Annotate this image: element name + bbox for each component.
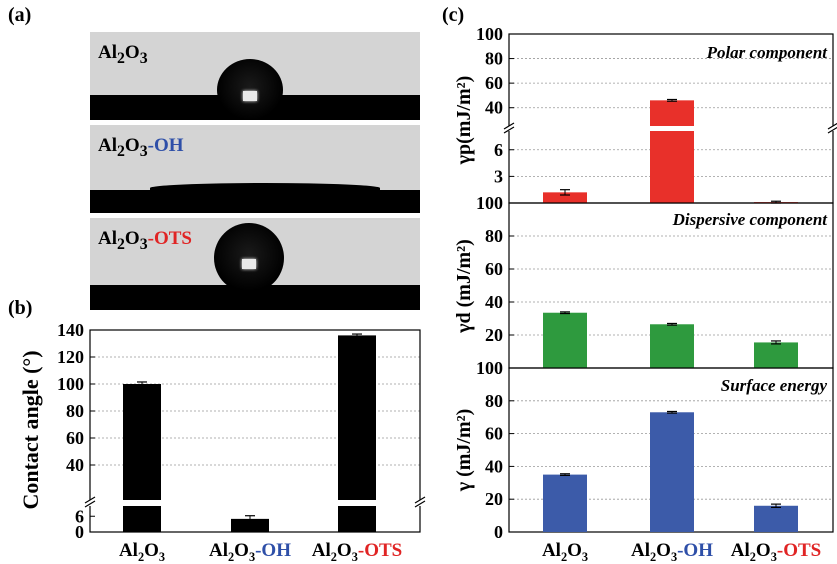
y-tick-label: 100 xyxy=(476,358,503,378)
bar xyxy=(650,324,694,368)
y-tick-label: 40 xyxy=(66,455,84,475)
y-tick-label: 40 xyxy=(485,292,503,312)
bar xyxy=(754,505,798,532)
break-band xyxy=(84,500,426,506)
bar xyxy=(650,131,694,203)
y-tick-label: 20 xyxy=(485,489,503,509)
y-tick-label: 100 xyxy=(57,374,84,394)
y-tick-label: 6 xyxy=(75,506,84,526)
chart-polar: 3 6 40 60 80 100 Polar component γp(mJ/m²) xyxy=(453,24,837,204)
break-band xyxy=(503,126,837,131)
y-tick-label: 120 xyxy=(57,347,84,367)
y-tick-label: 60 xyxy=(485,259,503,279)
y-tick-label: 100 xyxy=(476,24,503,44)
photo-al2o3: Al2O3 xyxy=(90,32,420,120)
bar xyxy=(231,518,269,532)
bar xyxy=(338,335,376,500)
y-axis-label: Contact angle (°) xyxy=(18,350,43,509)
photo-al2o3-oh: Al2O3-OH xyxy=(90,125,420,213)
photo-label: Al2O3-OTS xyxy=(98,228,192,253)
bar xyxy=(123,384,161,500)
bar xyxy=(543,192,587,203)
photo-al2o3-ots: Al2O3-OTS xyxy=(90,218,420,310)
y-tick-label: 60 xyxy=(485,424,503,444)
bar xyxy=(543,474,587,532)
y-tick-label: 80 xyxy=(485,226,503,246)
water-droplet xyxy=(217,59,283,120)
chart-contact-angle: 06 40 60 80 100 120 140 Al2O3 Al2O3-OH Al2O3-OTS C… xyxy=(18,320,426,564)
annotation: Polar component xyxy=(706,43,829,62)
x-tick-label: Al2O3-OTS xyxy=(312,540,402,564)
y-axis-label: γ (mJ/m²) xyxy=(453,409,475,493)
y-tick-label: 60 xyxy=(66,428,84,448)
spread-film xyxy=(150,183,380,193)
axis-break xyxy=(84,496,96,504)
axis-break xyxy=(827,122,837,130)
x-tick-label: Al2O3-OH xyxy=(209,540,291,564)
bar xyxy=(338,506,376,532)
y-tick-label: 60 xyxy=(485,73,503,93)
substrate xyxy=(90,190,420,213)
panel-a-label: (a) xyxy=(8,4,32,26)
y-tick-label: 80 xyxy=(66,401,84,421)
axis-break xyxy=(827,126,837,134)
y-tick-label: 140 xyxy=(57,320,84,340)
bar xyxy=(123,506,161,532)
bar xyxy=(650,412,694,532)
axis-break xyxy=(503,126,515,134)
axis-break xyxy=(414,500,426,508)
y-tick-label: 40 xyxy=(485,98,503,118)
y-tick-label: 20 xyxy=(485,325,503,345)
x-tick-label: Al2O3-OH xyxy=(631,540,713,564)
y-axis-label: γd (mJ/m²) xyxy=(453,239,475,334)
y-tick-label: 3 xyxy=(494,166,503,186)
y-axis-label: γp(mJ/m²) xyxy=(453,76,475,166)
y-tick-label: 100 xyxy=(476,193,503,213)
x-tick-label: Al2O3 xyxy=(542,540,588,564)
bar xyxy=(543,312,587,368)
panel-b-label: (b) xyxy=(8,297,33,319)
bar xyxy=(650,100,694,126)
water-droplet xyxy=(214,223,284,293)
y-tick-label: 6 xyxy=(494,140,503,160)
axis-break xyxy=(84,500,96,508)
chart-surface-energy: 0 20 40 60 80 100 Surface energy γ (mJ/m²) xyxy=(453,358,834,542)
x-tick-label: Al2O3 xyxy=(119,540,165,564)
y-tick-label: 80 xyxy=(485,391,503,411)
x-tick-label: Al2O3-OTS xyxy=(731,540,821,564)
chart-dispersive: 20 40 60 80 100 Dispersive component γd (mJ/m²… xyxy=(453,193,834,369)
y-tick-label: 40 xyxy=(485,456,503,476)
annotation: Dispersive component xyxy=(672,210,829,229)
axis-break xyxy=(503,122,515,130)
panel-c-label: (c) xyxy=(442,4,465,26)
x-axis-c: Al2O3 Al2O3-OH Al2O3-OTS xyxy=(542,540,821,564)
y-tick-label: 0 xyxy=(494,522,503,542)
annotation: Surface energy xyxy=(721,376,828,395)
photo-label: Al2O3 xyxy=(98,42,148,67)
axis-break xyxy=(414,496,426,504)
photo-label: Al2O3-OH xyxy=(98,135,184,160)
y-tick-label: 0 xyxy=(75,522,84,542)
y-tick-label: 80 xyxy=(485,49,503,69)
bar xyxy=(754,342,798,368)
